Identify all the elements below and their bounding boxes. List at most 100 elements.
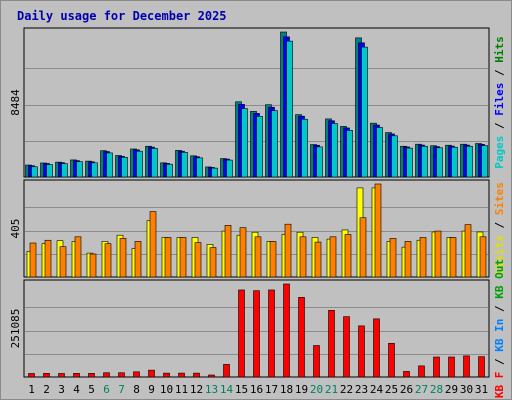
bar-kb-f-day-28 <box>433 356 440 378</box>
x-tick-day-21: 21 <box>325 383 338 396</box>
bar-pages-day-28 <box>436 147 443 178</box>
bar-kb-f-day-15 <box>238 289 245 378</box>
legend-label: Sites <box>493 182 506 215</box>
bar-kb-f-day-14 <box>223 364 230 378</box>
bar-pages-day-12 <box>196 157 203 178</box>
legend-label: KB In <box>493 319 506 352</box>
bar-kb-f-day-12 <box>193 372 200 378</box>
bar-sites-day-1 <box>29 242 37 278</box>
bar-pages-day-29 <box>451 146 458 178</box>
bar-sites-day-18 <box>284 223 292 278</box>
x-tick-day-11: 11 <box>175 383 188 396</box>
panel-2: 405 Visits / Sites <box>9 179 506 278</box>
bar-kb-f-day-22 <box>343 316 350 378</box>
bar-kb-f-day-10 <box>163 372 170 378</box>
x-tick-day-29: 29 <box>445 383 458 396</box>
legend-label: Files <box>493 83 506 116</box>
bar-kb-f-day-3 <box>58 373 65 378</box>
x-tick-day-31: 31 <box>475 383 488 396</box>
bar-sites-day-23 <box>359 217 367 278</box>
bar-sites-day-7 <box>119 238 127 278</box>
bar-pages-day-16 <box>256 116 263 178</box>
x-tick-day-8: 8 <box>133 383 140 396</box>
bar-kb-f-day-29 <box>448 356 455 378</box>
bar-pages-day-1 <box>31 166 38 178</box>
y-max-label: 8484 <box>9 89 22 116</box>
bar-sites-day-25 <box>389 238 397 278</box>
bar-sites-day-17 <box>269 241 277 278</box>
bar-pages-day-23 <box>361 46 368 178</box>
bar-kb-f-day-18 <box>283 283 290 378</box>
x-tick-day-1: 1 <box>28 383 35 396</box>
bar-pages-day-27 <box>421 145 428 178</box>
legend-label: Pages <box>493 136 506 169</box>
bar-kb-f-day-23 <box>358 325 365 378</box>
bar-pages-day-30 <box>466 145 473 178</box>
bar-kb-f-day-19 <box>298 297 305 378</box>
bar-pages-day-14 <box>226 159 233 178</box>
x-tick-day-10: 10 <box>160 383 173 396</box>
bar-kb-f-day-26 <box>403 371 410 378</box>
x-tick-day-9: 9 <box>148 383 155 396</box>
bar-kb-f-day-6 <box>103 372 110 378</box>
bar-pages-day-20 <box>316 146 323 178</box>
y-max-label: 251085 <box>9 309 22 349</box>
x-tick-day-26: 26 <box>400 383 413 396</box>
bar-sites-day-10 <box>164 237 172 278</box>
bar-sites-day-20 <box>314 241 322 278</box>
y-max-label: 405 <box>9 219 22 239</box>
bar-sites-day-2 <box>44 239 52 278</box>
bar-pages-day-24 <box>376 127 383 178</box>
bar-kb-f-day-30 <box>463 355 470 378</box>
bar-pages-day-6 <box>106 152 113 178</box>
x-tick-day-18: 18 <box>280 383 293 396</box>
bar-sites-day-13 <box>209 247 217 278</box>
bar-kb-f-day-24 <box>373 318 380 378</box>
x-tick-day-6: 6 <box>103 383 110 396</box>
bar-sites-day-26 <box>404 241 412 278</box>
bar-sites-day-28 <box>434 230 442 278</box>
bar-pages-day-19 <box>301 118 308 178</box>
bar-pages-day-4 <box>76 161 83 178</box>
bar-kb-f-day-27 <box>418 365 425 378</box>
bar-sites-day-15 <box>239 227 247 278</box>
bar-pages-day-5 <box>91 162 98 178</box>
panel-1: 8484 Pages / Files / Hits <box>9 27 506 178</box>
x-tick-day-24: 24 <box>370 383 384 396</box>
panel-3: 251085 KB F / KB In / KB Out <box>9 259 506 398</box>
series-legend: KB F / KB In / KB Out <box>493 259 506 398</box>
x-axis-ticks: 1 2 3 4 5 6 7 8 9 10 11 12 13 14 15 16 17 18 19 20 21 22 23 24 2… <box>28 383 488 396</box>
legend-label: / <box>493 215 506 235</box>
bar-sites-day-29 <box>449 237 457 278</box>
x-tick-day-27: 27 <box>415 383 428 396</box>
x-tick-day-5: 5 <box>88 383 95 396</box>
bar-pages-day-10 <box>166 163 173 178</box>
bar-pages-day-17 <box>271 110 278 178</box>
x-tick-day-15: 15 <box>235 383 248 396</box>
bar-kb-f-day-16 <box>253 290 260 378</box>
bar-sites-day-19 <box>299 236 307 278</box>
x-tick-day-14: 14 <box>220 383 234 396</box>
x-tick-day-12: 12 <box>190 383 203 396</box>
bar-sites-day-9 <box>149 211 157 278</box>
legend-label: / <box>493 63 506 83</box>
bar-sites-day-8 <box>134 241 142 278</box>
series-legend: Pages / Files / Hits <box>493 36 506 169</box>
bar-sites-day-5 <box>89 253 97 278</box>
bar-sites-day-31 <box>479 236 487 278</box>
x-tick-day-16: 16 <box>250 383 263 396</box>
bar-kb-f-day-1 <box>28 373 35 378</box>
bar-pages-day-2 <box>46 164 53 178</box>
bar-kb-f-day-13 <box>208 374 215 378</box>
bar-kb-f-day-20 <box>313 345 320 378</box>
x-tick-day-2: 2 <box>43 383 50 396</box>
bar-sites-day-12 <box>194 242 202 278</box>
legend-label: Hits <box>493 36 506 63</box>
legend-label: KB Out <box>493 259 506 299</box>
bar-sites-day-14 <box>224 225 232 278</box>
legend-label: / <box>493 352 506 372</box>
bar-kb-f-day-25 <box>388 342 395 378</box>
x-tick-day-20: 20 <box>310 383 323 396</box>
bar-sites-day-3 <box>59 246 67 278</box>
